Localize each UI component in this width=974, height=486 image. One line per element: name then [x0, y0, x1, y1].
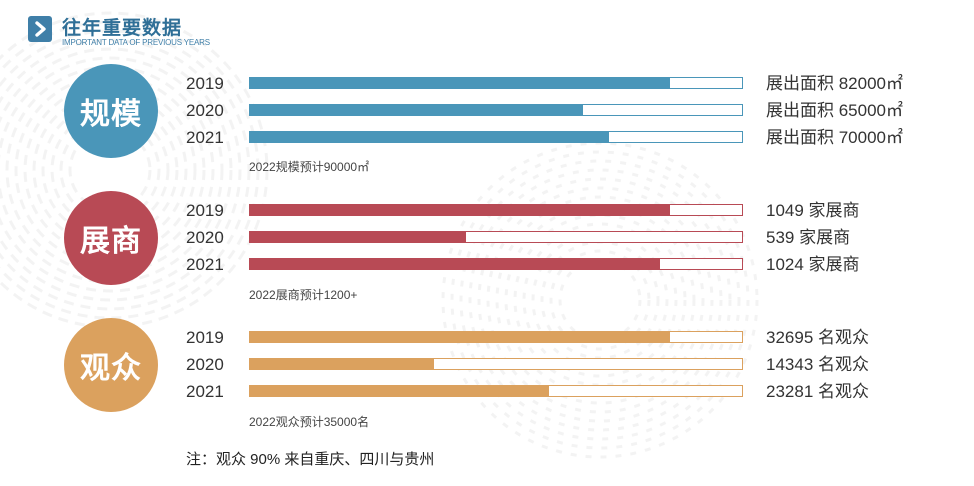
year-label: 2019	[186, 328, 224, 347]
bar-fill	[250, 386, 550, 396]
section-badge-exhibitors: 展商	[64, 191, 158, 285]
bar-fill	[250, 78, 671, 88]
background-arc	[441, 141, 759, 459]
year-label: 2020	[186, 101, 224, 120]
year-label: 2021	[186, 255, 224, 274]
background-arc	[513, 213, 687, 387]
background-arc	[468, 168, 732, 432]
bar-row: 2021 展出面积 70000㎡	[0, 127, 974, 149]
bar-track	[249, 258, 743, 270]
forecast-note: 2022展商预计1200+	[249, 288, 358, 302]
value-label: 展出面积 65000㎡	[766, 101, 903, 120]
bar-fill	[250, 205, 670, 215]
bar-fill	[250, 332, 671, 342]
value-label: 32695 名观众	[766, 328, 869, 347]
bar-fill	[250, 132, 609, 142]
bar-track	[249, 358, 743, 370]
background-arc	[459, 159, 741, 441]
bar-row: 2021 23281 名观众	[0, 381, 974, 403]
bar-track	[249, 104, 743, 116]
background-arc	[504, 204, 696, 396]
background-arc	[486, 186, 714, 414]
bar-track	[249, 204, 743, 216]
background-arc	[0, 38, 242, 302]
background-arc	[477, 177, 723, 423]
forecast-note: 2022观众预计35000名	[249, 415, 370, 429]
background-arc	[0, 20, 260, 320]
value-label: 539 家展商	[766, 228, 851, 247]
page-title: 往年重要数据	[62, 18, 183, 39]
value-label: 14343 名观众	[766, 355, 869, 374]
section-badge-scale: 规模	[64, 64, 158, 158]
bar-row: 2019 1049 家展商	[0, 200, 974, 222]
year-label: 2019	[186, 201, 224, 220]
value-label: 展出面积 82000㎡	[766, 74, 903, 93]
year-label: 2019	[186, 74, 224, 93]
bar-row: 2019 展出面积 82000㎡	[0, 73, 974, 95]
bar-track	[249, 77, 743, 89]
bar-row: 2020 展出面积 65000㎡	[0, 100, 974, 122]
bar-track	[249, 131, 743, 143]
bar-fill	[250, 232, 466, 242]
bar-fill	[250, 259, 660, 269]
bar-track	[249, 231, 743, 243]
background-arc	[0, 29, 251, 311]
forecast-note: 2022规模预计90000㎡	[249, 160, 370, 174]
bar-fill	[250, 359, 435, 369]
background-arc	[522, 222, 678, 378]
bar-row: 2020 539 家展商	[0, 227, 974, 249]
footnote: 注：观众 90% 来自重庆、四川与贵州	[186, 451, 435, 468]
value-label: 23281 名观众	[766, 382, 869, 401]
bar-fill	[250, 105, 584, 115]
year-label: 2021	[186, 128, 224, 147]
value-label: 1049 家展商	[766, 201, 860, 220]
bar-track	[249, 331, 743, 343]
year-label: 2020	[186, 228, 224, 247]
background-arc	[450, 150, 750, 450]
bar-row: 2020 14343 名观众	[0, 354, 974, 376]
year-label: 2021	[186, 382, 224, 401]
background-arc	[549, 249, 651, 351]
value-label: 展出面积 70000㎡	[766, 128, 903, 147]
bar-track	[249, 385, 743, 397]
value-label: 1024 家展商	[766, 255, 860, 274]
year-label: 2020	[186, 355, 224, 374]
background-arc	[495, 195, 705, 405]
page-subtitle: IMPORTANT DATA OF PREVIOUS YEARS	[62, 38, 210, 47]
bar-row: 2019 32695 名观众	[0, 327, 974, 349]
section-badge-visitors: 观众	[64, 318, 158, 412]
bar-row: 2021 1024 家展商	[0, 254, 974, 276]
play-arrow-icon	[28, 16, 52, 42]
background-arc	[0, 47, 233, 293]
